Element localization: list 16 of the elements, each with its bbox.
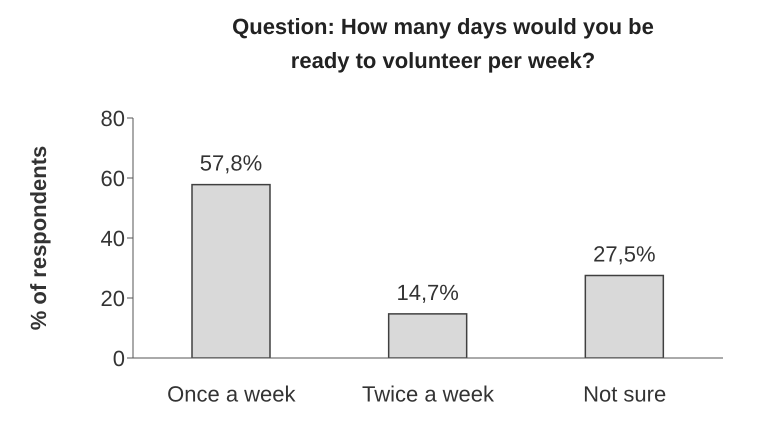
chart-title: Question: How many days would you be ready to volunteer per week? bbox=[231, 13, 655, 75]
x-tick-label: Not sure bbox=[583, 382, 666, 407]
bar bbox=[388, 313, 468, 358]
y-tick-label: 40 bbox=[100, 226, 125, 251]
x-tick-label: Once a week bbox=[167, 382, 297, 407]
y-tick-label: 80 bbox=[100, 106, 125, 131]
data-label: 57,8% bbox=[200, 150, 262, 176]
y-axis-title: % of respondents bbox=[26, 146, 51, 330]
y-tick-label: 20 bbox=[100, 286, 125, 311]
data-label: 27,5% bbox=[593, 242, 656, 266]
bar bbox=[584, 274, 664, 358]
bar bbox=[191, 184, 271, 358]
data-label: 14,7% bbox=[396, 280, 459, 305]
x-tick-label: Twice a week bbox=[362, 382, 496, 407]
y-tick-label: 0 bbox=[112, 346, 125, 371]
y-tick-label: 60 bbox=[100, 166, 125, 191]
